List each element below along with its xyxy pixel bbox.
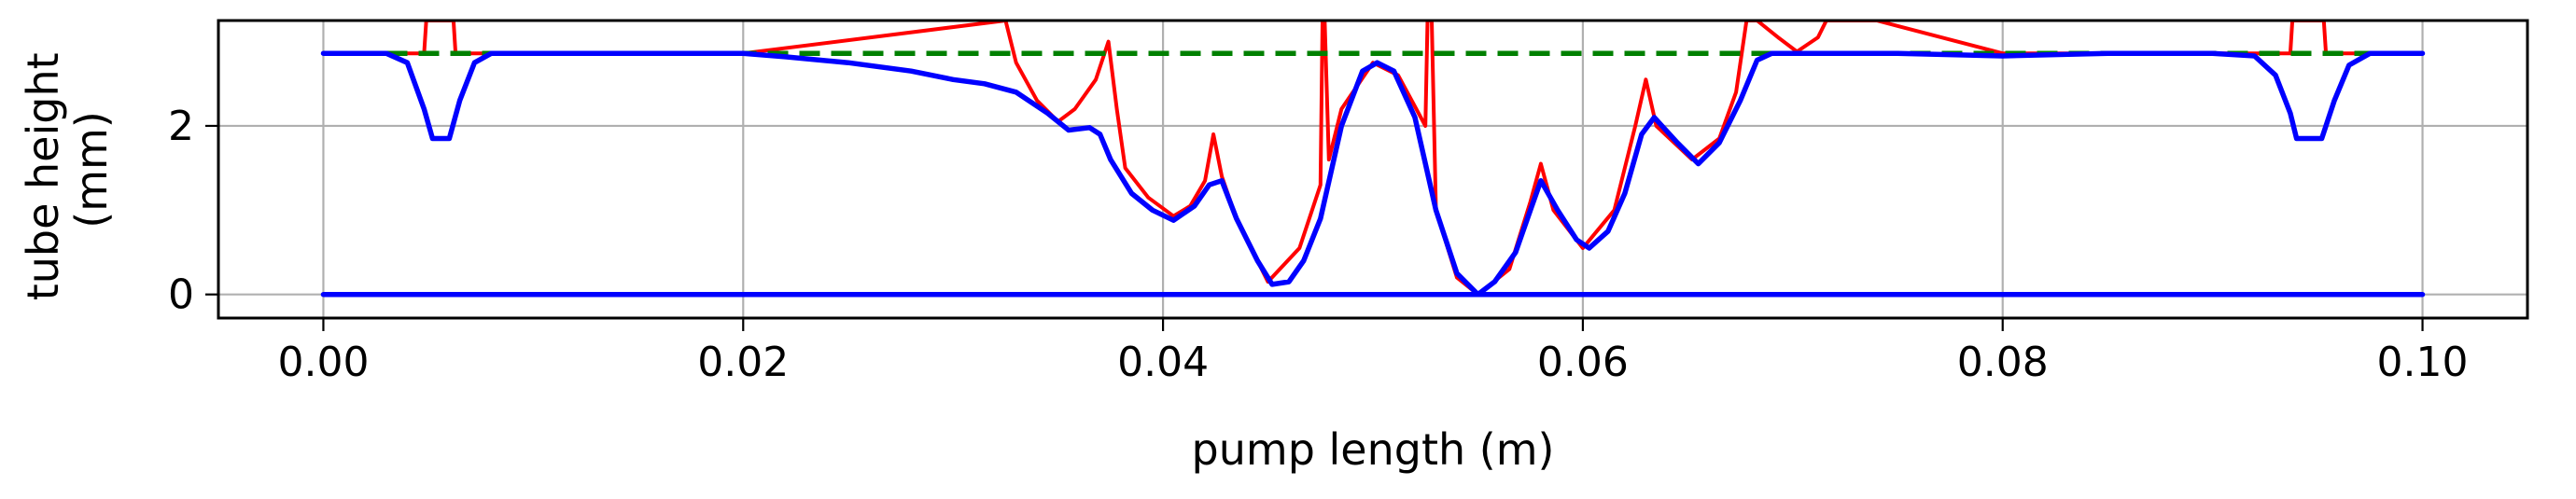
x-tick-label: 0.10 [2377, 339, 2469, 386]
y-axis-label: tube height (mm) [18, 39, 117, 301]
x-tick-label: 0.06 [1537, 339, 1629, 386]
y-tick-label: 2 [168, 103, 194, 150]
x-tick-label: 0.02 [697, 339, 789, 386]
x-tick-label: 0.04 [1117, 339, 1209, 386]
y-tick-label: 0 [168, 271, 194, 319]
y-axis-label-line-1: tube height [18, 52, 68, 300]
series-layer [320, 21, 2426, 298]
x-axis-label: pump length (m) [1192, 424, 1555, 475]
series-line-3 [320, 50, 2426, 298]
axes-layer: 0.00 0.02 0.04 0.06 0.08 0.10 0 2 [168, 103, 2469, 386]
series-line-1 [321, 21, 2425, 297]
y-axis-label-line-2: (mm) [66, 111, 117, 229]
x-tick-label: 0.08 [1957, 339, 2049, 386]
plot-frame [217, 19, 2529, 320]
x-tick-label: 0.00 [277, 339, 369, 386]
